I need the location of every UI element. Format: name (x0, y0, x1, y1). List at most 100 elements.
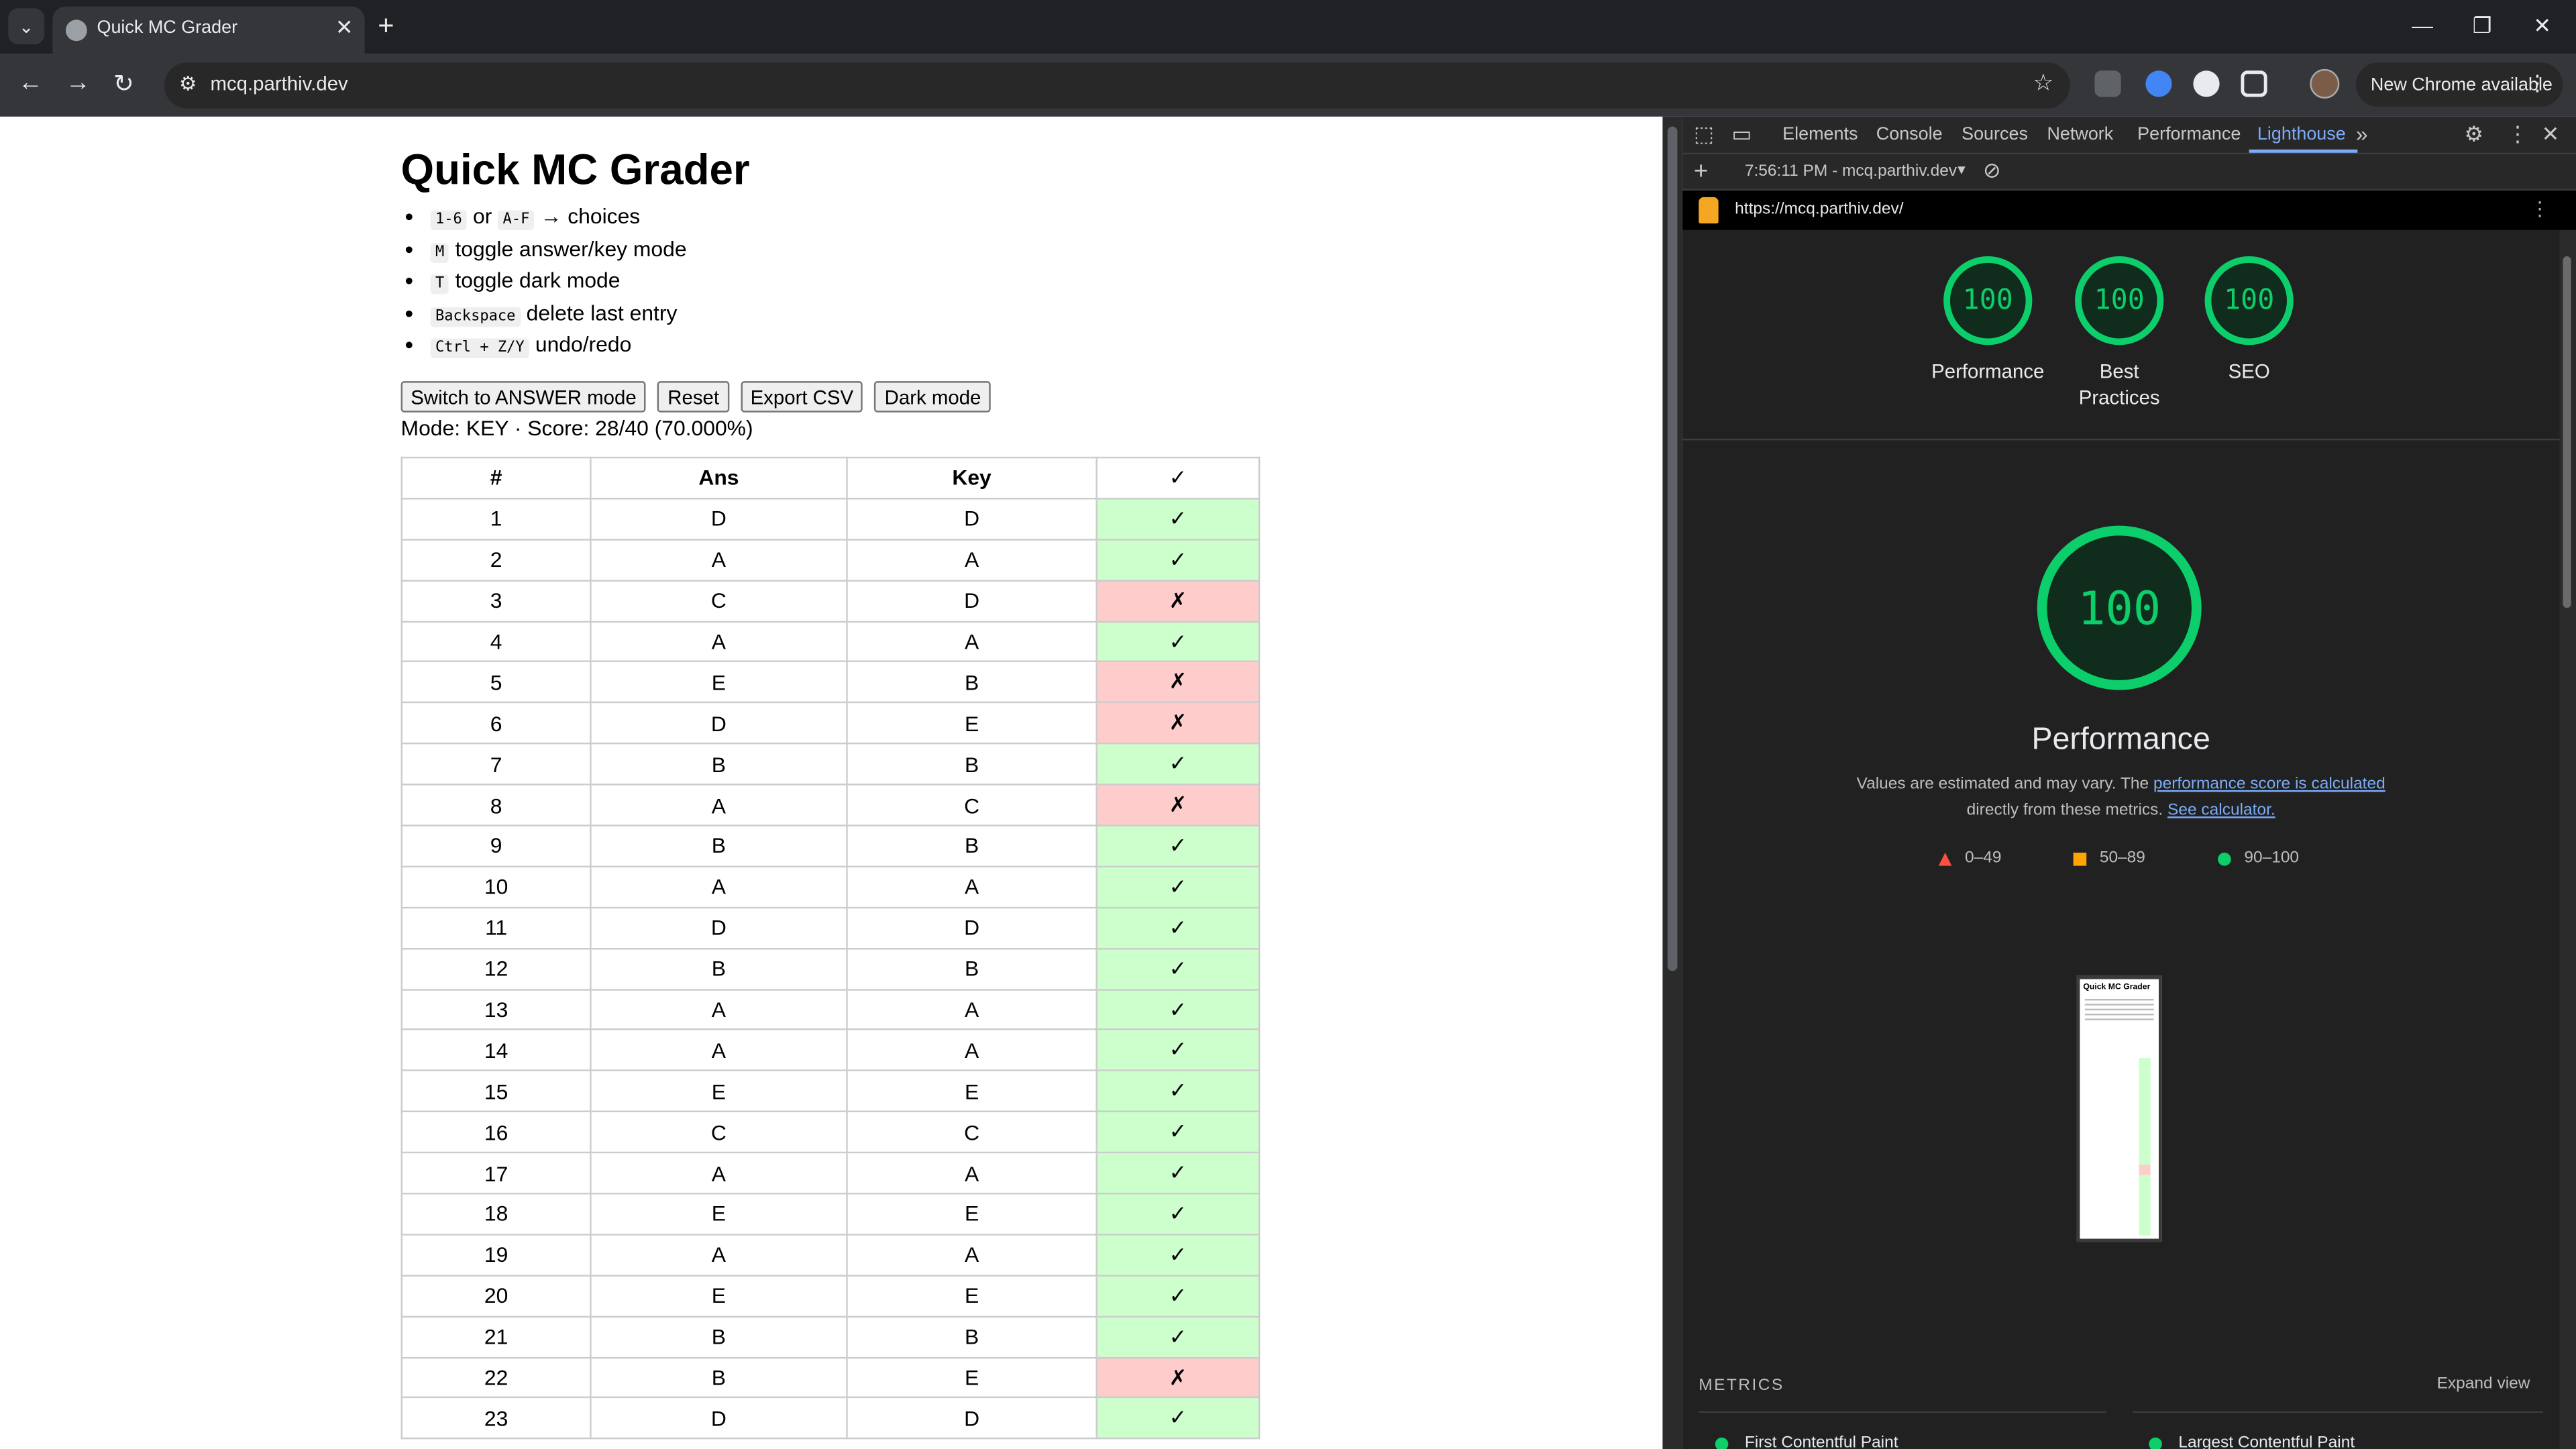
performance-description: Values are estimated and may vary. The p… (1682, 772, 2560, 824)
report-selector[interactable]: 7:56:11 PM - mcq.parthiv.dev (1744, 162, 1957, 181)
table-row: 14 A A ✓ (400, 1029, 1260, 1072)
cell-check: ✓ (1095, 1315, 1260, 1358)
cell-check: ✓ (1095, 1029, 1260, 1072)
profile-avatar[interactable] (2310, 68, 2340, 99)
score-calculated-link[interactable]: performance score is calculated (2153, 775, 2385, 794)
cell-key: A (846, 620, 1097, 663)
cell-number: 16 (400, 1111, 592, 1154)
cell-number: 3 (400, 579, 592, 623)
forward-icon[interactable]: → (65, 68, 91, 97)
page-scroll-thumb[interactable] (1667, 126, 1678, 971)
lighthouse-toolbar: + 7:56:11 PM - mcq.parthiv.dev ▼ ⊘ (1682, 154, 2576, 191)
score-gauge-seo[interactable]: 100 (2204, 256, 2294, 345)
report-menu-icon[interactable]: ⋮ (2530, 197, 2550, 221)
more-tabs-icon[interactable]: » (2355, 121, 2368, 146)
cell-check: ✓ (1095, 1152, 1260, 1195)
cell-answer: A (590, 538, 848, 582)
extension-blue-icon[interactable] (2145, 70, 2172, 97)
extension-icon[interactable] (2094, 70, 2121, 97)
table-row: 16 C C ✓ (400, 1111, 1260, 1154)
tab-search-icon[interactable]: ⌄ (8, 8, 45, 45)
minimize-icon[interactable]: — (2412, 13, 2433, 38)
devtools-scroll-thumb[interactable] (2563, 256, 2571, 608)
menu-kebab-icon[interactable]: ⋮ (2526, 70, 2548, 96)
new-report-icon[interactable]: + (1693, 158, 1709, 186)
metric-separator (1699, 1411, 2106, 1413)
site-info-icon[interactable]: ⚙ (178, 72, 197, 96)
reset-button[interactable]: Reset (657, 381, 729, 413)
tab-elements[interactable]: Elements (1782, 125, 1858, 145)
url-text[interactable]: mcq.parthiv.dev (210, 72, 348, 96)
switch-mode-button[interactable]: Switch to ANSWER mode (400, 381, 647, 413)
cell-number: 8 (400, 784, 592, 826)
close-devtools-icon[interactable]: ✕ (2541, 121, 2560, 146)
devtools-menu-icon[interactable]: ⋮ (2507, 121, 2529, 146)
browser-tab[interactable]: Quick MC Grader ✕ (52, 6, 365, 54)
clear-reports-icon[interactable]: ⊘ (1982, 158, 2001, 182)
inspect-element-icon[interactable]: ⬚ (1693, 121, 1715, 146)
restore-icon[interactable]: ❐ (2472, 13, 2492, 38)
table-row: 1 D D ✓ (400, 497, 1260, 541)
cell-answer: E (590, 1070, 848, 1113)
table-row: 7 B B ✓ (400, 743, 1260, 786)
password-manager-icon[interactable] (2193, 70, 2220, 97)
help-item: T toggle dark mode (430, 264, 687, 297)
cell-check: ✗ (1095, 579, 1260, 623)
cell-number: 22 (400, 1356, 592, 1399)
score-gauge-performance[interactable]: 100 (1943, 256, 2033, 345)
tab-performance[interactable]: Performance (2137, 125, 2241, 145)
help-text: toggle dark mode (449, 268, 621, 292)
cell-check: ✗ (1095, 1356, 1260, 1399)
settings-gear-icon[interactable]: ⚙ (2464, 121, 2484, 146)
new-tab-icon[interactable]: + (378, 9, 394, 42)
help-code: M (430, 242, 449, 262)
table-row: 9 B B ✓ (400, 824, 1260, 867)
tab-sources[interactable]: Sources (1962, 125, 2028, 145)
cell-check: ✓ (1095, 865, 1260, 908)
tab-network[interactable]: Network (2047, 125, 2114, 145)
back-icon[interactable]: ← (17, 68, 43, 97)
table-row: 20 E E ✓ (400, 1274, 1260, 1318)
header-answer: Ans (590, 456, 848, 500)
thumbnail-line (2084, 1004, 2154, 1006)
table-row: 8 A C ✗ (400, 784, 1260, 826)
cell-key: D (846, 497, 1097, 541)
cell-answer: A (590, 865, 848, 908)
chrome-update-button[interactable]: New Chrome available ⋮ (2355, 62, 2563, 107)
table-header-row: # Ans Key ✓ (400, 456, 1260, 500)
grades-body: 1 D D ✓ 2 A A ✓ 3 C D ✗ 4 A A ✓ 5 E B ✗ 6 D E ✗ 7 B B ✓ 8 A C ✗ 9 B B ✓ 10 A A… (400, 497, 1260, 1440)
devtools-scrollbar[interactable] (2559, 229, 2576, 1449)
help-item: Backspace delete last entry (430, 297, 687, 329)
tab-console[interactable]: Console (1876, 125, 1943, 145)
expand-view-toggle[interactable]: Expand view (2436, 1375, 2530, 1393)
bookmark-star-icon[interactable]: ☆ (2033, 68, 2054, 96)
thumbnail-check-column (2139, 1058, 2151, 1236)
cell-number: 13 (400, 988, 592, 1031)
desc-text: Values are estimated and may vary. The (1856, 775, 2153, 794)
cell-answer: D (590, 1397, 848, 1440)
see-calculator-link[interactable]: See calculator. (2167, 802, 2275, 820)
tab-lighthouse[interactable]: Lighthouse (2257, 125, 2346, 145)
close-window-icon[interactable]: ✕ (2533, 13, 2552, 38)
cell-answer: A (590, 988, 848, 1031)
report-dropdown-icon[interactable]: ▼ (1955, 162, 1968, 178)
close-tab-icon[interactable]: ✕ (335, 15, 354, 40)
table-row: 3 C D ✗ (400, 579, 1260, 623)
final-screenshot-thumbnail: Quick MC Grader (2076, 975, 2162, 1242)
legend-pass: 90–100 (2218, 849, 2299, 867)
cell-key: A (846, 1029, 1097, 1072)
export-csv-button[interactable]: Export CSV (740, 381, 863, 413)
metrics-heading: METRICS (1699, 1377, 1784, 1395)
cell-number: 20 (400, 1274, 592, 1318)
dark-mode-button[interactable]: Dark mode (874, 381, 991, 413)
cell-check: ✓ (1095, 497, 1260, 541)
address-bar[interactable]: ⚙ mcq.parthiv.dev ☆ (164, 62, 2070, 109)
extensions-puzzle-icon[interactable] (2241, 70, 2267, 97)
cell-number: 10 (400, 865, 592, 908)
device-toolbar-icon[interactable]: ▭ (1731, 121, 1752, 146)
page-scrollbar[interactable] (1662, 116, 1682, 1449)
reload-icon[interactable]: ↻ (113, 70, 134, 99)
score-gauge-best-practices[interactable]: 100 (2075, 256, 2164, 345)
cell-key: B (846, 661, 1097, 704)
cell-answer: C (590, 1111, 848, 1154)
